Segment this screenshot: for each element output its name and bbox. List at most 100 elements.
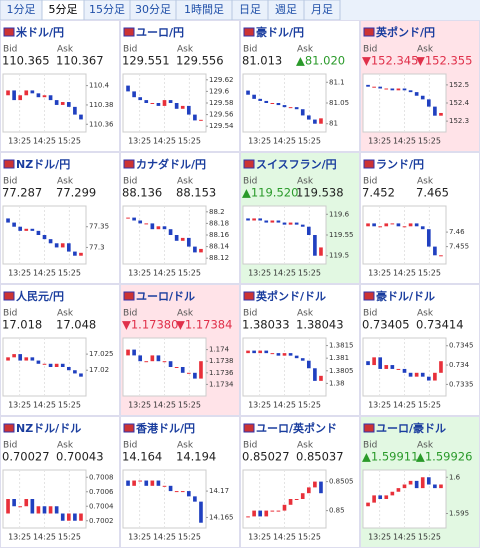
candle [168,361,173,367]
candle [396,88,401,91]
ask-value: ▼1.17384 [176,318,232,332]
candle [48,239,53,244]
candle [306,226,311,235]
candle [420,226,425,230]
candle [156,103,161,106]
candle [378,86,383,89]
candle [276,220,281,223]
candle [186,237,191,247]
candle [270,510,275,512]
time-label: 14:25 [393,269,416,278]
time-label: 13:25 [128,269,151,278]
candle [54,506,59,514]
ask-label: Ask [417,309,434,319]
ask-label: Ask [57,441,74,451]
candle [156,226,161,230]
candle [433,372,437,381]
ask-value: 119.538 [296,186,344,200]
panel-title[interactable]: 英ポンド/ドル [255,289,326,303]
panel-title[interactable]: 豪ドル/ドル [376,289,435,303]
tab-label[interactable]: 週足 [275,3,297,16]
candle [138,220,143,224]
bid-label: Bid [123,45,137,55]
candle [144,480,149,486]
candle [42,363,47,365]
tab-label[interactable]: 日足 [239,3,261,16]
ask-value: 77.299 [56,186,96,200]
candle [396,368,401,370]
candle [180,367,185,373]
candle [294,355,299,359]
time-label: 15:25 [298,269,321,278]
candle [162,485,167,487]
candle [414,480,419,489]
bid-label: Bid [3,45,17,55]
candle [306,487,311,494]
flag-icon [243,159,255,169]
panel-title[interactable]: カナダドル/円 [136,157,206,171]
candle [6,499,10,514]
time-label: 15:25 [418,137,441,146]
y-tick-label: 129.56 [209,111,234,119]
bid-value: 110.365 [2,54,50,68]
y-tick-label: 77.35 [89,223,109,231]
tab-label[interactable]: 15分足 [89,3,125,16]
tab-label[interactable]: 5分足 [49,3,78,16]
candle [288,107,293,109]
y-tick-label: 1.1736 [209,369,234,377]
candle [66,102,71,107]
panel-title[interactable]: ランド/円 [376,158,424,171]
time-label: 15:25 [418,401,441,410]
candle [366,223,370,227]
candle [372,495,376,503]
tab-label[interactable]: 月足 [311,3,333,16]
panel-title[interactable]: ユーロ/ドル [136,290,195,303]
panel-title[interactable]: 豪ドル/円 [256,25,304,39]
ask-label: Ask [57,45,74,55]
tab-label[interactable]: 30分足 [135,3,171,16]
candle [258,510,263,517]
candle [12,499,16,507]
candle [282,504,287,511]
y-tick-label: 88.14 [209,243,230,251]
candle [300,358,305,361]
panel-title[interactable]: 香港ドル/円 [135,421,195,435]
ask-value: 88.153 [176,186,216,200]
tab-label[interactable]: 1分足 [7,3,36,16]
candle [24,499,29,507]
candle [144,100,149,103]
ask-label: Ask [297,309,314,319]
candle [366,502,370,507]
y-tick-label: 129.58 [209,99,234,107]
time-label: 13:25 [368,401,391,410]
time-label: 13:25 [8,401,31,410]
panel-title[interactable]: ユーロ/円 [136,26,184,39]
candle [390,491,395,496]
panel-title[interactable]: NZドル/円 [16,158,70,171]
tab-label[interactable]: 1時間足 [184,3,224,16]
candle [60,243,65,248]
candle [439,112,443,116]
candle [18,506,23,508]
bid-label: Bid [123,309,137,319]
candle [54,363,59,367]
candle [30,357,35,361]
time-label: 15:25 [418,533,441,542]
y-tick-label: 7.46 [449,228,465,236]
time-label: 13:25 [368,533,391,542]
panel-title[interactable]: 英ポンド/円 [375,25,435,39]
time-label: 13:25 [128,533,151,542]
candle [126,480,130,486]
ask-value: ▼152.355 [416,54,472,68]
ask-label: Ask [177,177,194,187]
panel-title[interactable]: NZドル/ドル [16,422,81,435]
panel-title[interactable]: ユーロ/英ポンド [256,421,337,435]
time-label: 15:25 [178,533,201,542]
panel-title[interactable]: スイスフラン/円 [256,158,337,171]
candle [6,218,10,223]
candle [48,363,53,367]
panel-title[interactable]: 人民元/円 [16,289,64,303]
y-tick-label: 0.734 [449,361,470,369]
panel-title[interactable]: ユーロ/豪ドル [376,421,446,435]
panel-title[interactable]: 米ドル/円 [15,25,64,39]
